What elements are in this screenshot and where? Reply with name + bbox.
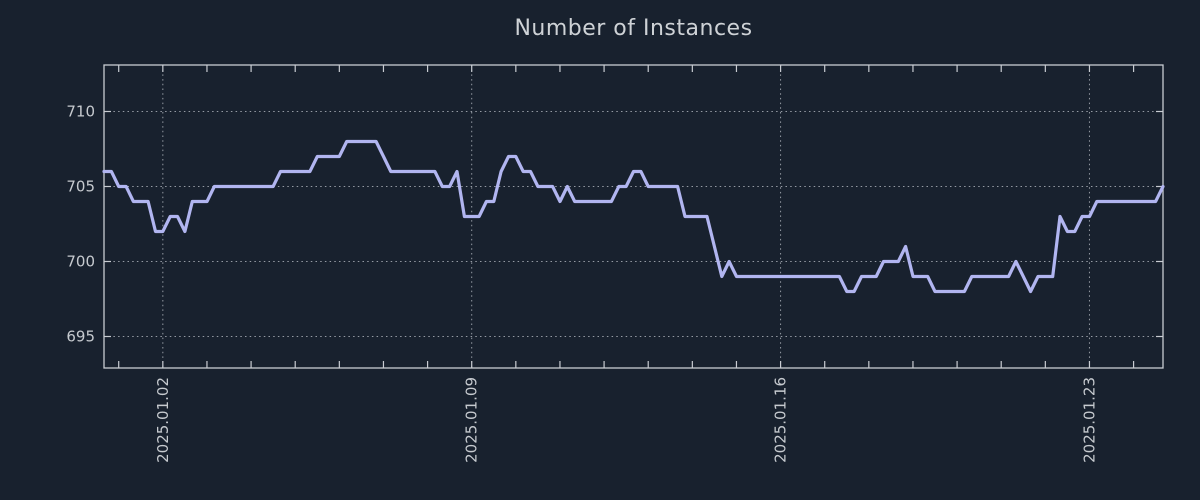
plot-border <box>103 64 1164 369</box>
y-tick-label: 710 <box>66 103 95 121</box>
x-tick-label: 2025.01.02 <box>154 377 172 463</box>
x-tick-label: 2025.01.16 <box>772 377 790 463</box>
y-tick-label: 705 <box>66 178 95 196</box>
chart-title: Number of Instances <box>514 16 753 41</box>
y-tick-label: 700 <box>66 253 95 271</box>
series-line-instances <box>102 139 1165 294</box>
y-tick-label: 695 <box>66 328 95 346</box>
x-tick-label: 2025.01.23 <box>1080 377 1098 463</box>
x-tick-label: 2025.01.09 <box>463 377 481 463</box>
